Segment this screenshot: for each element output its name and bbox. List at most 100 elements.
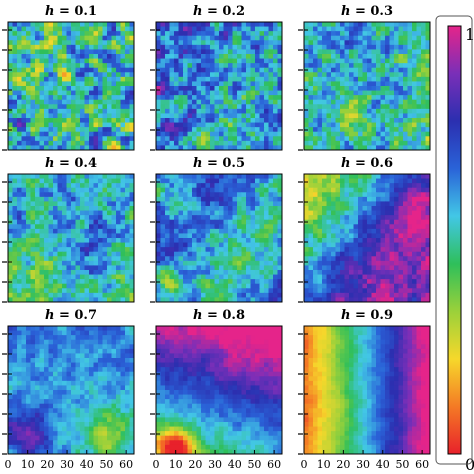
heatmap-cell [120,288,126,294]
heatmap-cell [30,122,36,128]
heatmap-cell [362,251,368,257]
heatmap-cell [156,72,162,78]
heatmap-cell [403,251,409,257]
heatmap-cell [394,187,400,193]
heatmap-cell [39,122,45,128]
panel-frame [7,21,135,151]
heatmap-cell [39,283,45,289]
heatmap-cell [8,35,14,41]
heatmap-cell [57,145,63,150]
heatmap-cell [66,40,72,46]
heatmap-cell [264,63,270,69]
heatmap-cell [389,292,395,299]
heatmap-cell [125,339,131,345]
heatmap-cell [246,35,252,41]
heatmap-cell [367,224,373,230]
heatmap-cell [362,242,368,248]
heatmap-cell [187,90,193,96]
heatmap-cell [26,339,32,345]
heatmap-cell [425,95,430,101]
heatmap-cell [89,108,95,115]
heatmap-cell [326,31,332,37]
heatmap-cell [107,247,113,253]
heatmap-cell [313,90,319,96]
heatmap-cell [30,118,36,124]
heatmap-cell [398,183,404,189]
heatmap-cell [313,81,319,87]
heatmap-cell [187,242,193,248]
heatmap-cell [277,67,282,73]
heatmap-cell [17,353,23,359]
heatmap-cell [259,274,265,280]
heatmap-cell [412,228,418,235]
heatmap-cell [53,330,59,336]
heatmap-cell [120,210,126,216]
heatmap-cell [407,260,413,267]
heatmap-cell [111,274,117,280]
heatmap-cell [26,292,32,299]
heatmap-cell [362,26,368,32]
heatmap-cell [385,247,391,253]
heatmap-cell [425,279,430,285]
heatmap-cell [425,297,430,302]
heatmap-cell [322,95,328,101]
heatmap-cell [353,31,359,37]
heatmap-cell [17,140,23,147]
heatmap-cell [264,127,270,133]
heatmap-cell [353,44,359,51]
heatmap-cell [196,292,202,299]
heatmap-cell [187,31,193,37]
heatmap-cell [371,40,377,46]
heatmap-cell [246,228,252,235]
heatmap-cell [8,326,14,332]
heatmap-cell [232,274,238,280]
heatmap-cell [353,86,359,92]
heatmap-cell [228,183,234,189]
heatmap-cell [165,292,171,299]
heatmap-cell [219,49,225,55]
heatmap-cell [385,270,391,276]
heatmap-cell [223,118,229,124]
heatmap-cell [259,22,265,28]
heatmap-cell [255,219,261,225]
heatmap-cell [214,54,220,60]
heatmap-cell [98,215,104,221]
heatmap-cell [246,215,252,221]
heatmap-cell [421,44,427,51]
heatmap-cell [196,228,202,235]
heatmap-cell [223,192,229,198]
heatmap-cell [349,131,355,137]
heatmap-cell [335,265,341,271]
heatmap-cell [160,63,166,69]
heatmap-cell [380,95,386,101]
heatmap-cell [210,183,216,189]
heatmap-cell [358,90,364,96]
heatmap-cell [255,145,261,150]
heatmap-cell [246,219,252,225]
heatmap-cell [66,86,72,92]
heatmap-cell [17,108,23,115]
heatmap-cell [165,233,171,239]
heatmap-cell [255,270,261,276]
heatmap-cell [89,113,95,119]
heatmap-cell [367,145,373,150]
heatmap-cell [39,113,45,119]
heatmap-cell [169,251,175,257]
heatmap-cell [53,44,59,51]
heatmap-cell [183,99,189,105]
heatmap-cell [407,86,413,92]
heatmap-cell [277,127,282,133]
heatmap-cell [353,210,359,216]
heatmap-cell [264,40,270,46]
heatmap-cell [394,251,400,257]
heatmap-cell [21,201,27,207]
heatmap-cell [66,224,72,230]
heatmap-cell [12,260,18,267]
heatmap-cell [21,127,27,133]
heatmap-cell [331,72,337,78]
heatmap-cell [160,40,166,46]
heatmap-cell [349,40,355,46]
heatmap-cell [44,40,50,46]
heatmap-cell [89,228,95,235]
heatmap-cell [349,215,355,221]
